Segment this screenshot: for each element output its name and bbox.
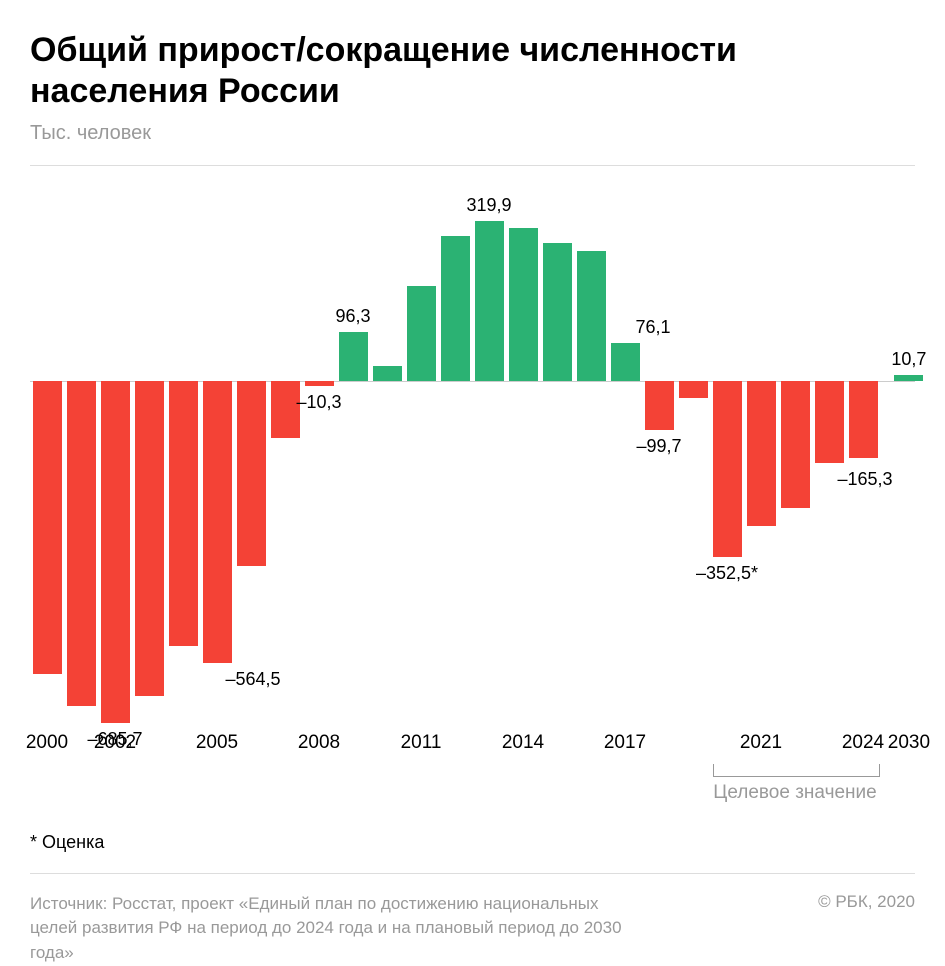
bar-2004 — [169, 381, 198, 646]
xaxis-label-2014: 2014 — [502, 732, 544, 754]
bar-label-2005: –564,5 — [226, 669, 281, 690]
bar-2023 — [815, 381, 844, 464]
bar-2005 — [203, 381, 232, 663]
xaxis-label-2000: 2000 — [26, 732, 68, 754]
bar-label-2023: –165,3 — [838, 469, 893, 490]
bar-2006 — [237, 381, 266, 566]
bar-label-2008: –10,3 — [296, 392, 341, 413]
target-bracket: Целевое значение — [30, 762, 915, 822]
bar-2015 — [543, 243, 572, 381]
xaxis-label-2021: 2021 — [740, 732, 782, 754]
bar-label-2018: –99,7 — [636, 436, 681, 457]
bar-2021 — [747, 381, 776, 526]
bar-2008 — [305, 381, 334, 386]
bar-2003 — [135, 381, 164, 696]
xaxis-label-2024: 2024 — [842, 732, 884, 754]
target-bracket-label: Целевое значение — [713, 782, 876, 804]
x-axis: 2000200220052008201120142017202120242030 — [30, 732, 915, 762]
xaxis-label-2005: 2005 — [196, 732, 238, 754]
bar-label-2020: –352,5* — [696, 563, 758, 584]
page: Общий прирост/сокращение численности нас… — [0, 0, 945, 931]
bar-label-2013: 319,9 — [466, 195, 511, 216]
bar-2000 — [33, 381, 62, 674]
bar-2022 — [781, 381, 810, 509]
bar-label-2009: 96,3 — [335, 306, 370, 327]
bar-label-2030: 10,7 — [891, 349, 926, 370]
bar-2017 — [611, 343, 640, 381]
bar-2012 — [441, 236, 470, 381]
bar-2009 — [339, 332, 368, 380]
bar-label-2002: –685,7 — [87, 729, 142, 750]
bar-2030 — [894, 375, 923, 380]
bar-2020 — [713, 381, 742, 557]
target-bracket-line — [713, 764, 880, 777]
copyright-text: © РБК, 2020 — [818, 892, 915, 912]
chart-subtitle: Тыс. человек — [30, 122, 915, 145]
footer: Источник: Росстат, проект «Единый план п… — [30, 892, 915, 966]
chart-title: Общий прирост/сокращение численности нас… — [30, 30, 915, 112]
bar-2002 — [101, 381, 130, 724]
xaxis-label-2017: 2017 — [604, 732, 646, 754]
bar-2016 — [577, 251, 606, 381]
bar-2024 — [849, 381, 878, 459]
xaxis-label-2030: 2030 — [888, 732, 930, 754]
xaxis-label-2011: 2011 — [401, 732, 442, 754]
bar-2007 — [271, 381, 300, 439]
bar-label-2017: 76,1 — [636, 317, 671, 338]
bar-2018 — [645, 381, 674, 431]
population-chart: –685,7–564,5–10,396,3319,976,1–99,7–352,… — [30, 165, 915, 726]
footnote: * Оценка — [30, 832, 915, 853]
bar-2013 — [475, 221, 504, 381]
bar-2011 — [407, 286, 436, 381]
source-text: Источник: Росстат, проект «Единый план п… — [30, 892, 650, 966]
bar-2001 — [67, 381, 96, 706]
divider — [30, 873, 915, 874]
bar-2014 — [509, 228, 538, 381]
bar-2010 — [373, 366, 402, 381]
bar-2019 — [679, 381, 708, 399]
xaxis-label-2008: 2008 — [298, 732, 340, 754]
